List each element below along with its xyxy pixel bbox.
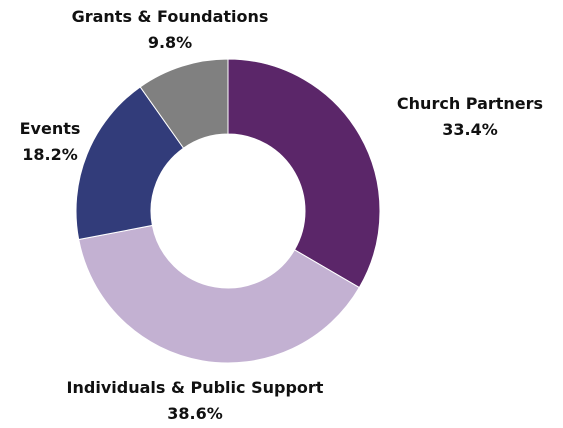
donut-slices xyxy=(75,58,381,364)
slice-church-partners xyxy=(227,58,381,289)
slice-grants-and-foundations xyxy=(139,58,229,149)
slice-label-grants-name: Grants & Foundations xyxy=(72,7,269,26)
slice-label-grants-value: 9.8% xyxy=(148,33,192,52)
slice-label-individuals-value: 38.6% xyxy=(167,404,223,423)
slice-label-events-name: Events xyxy=(20,119,81,138)
slice-label-church-partners-name: Church Partners xyxy=(397,94,543,113)
slice-label-individuals-name: Individuals & Public Support xyxy=(67,378,324,397)
slice-labels: Church Partners 33.4% Individuals & Publ… xyxy=(20,7,543,423)
slice-label-events-value: 18.2% xyxy=(22,145,78,164)
slice-label-church-partners-value: 33.4% xyxy=(442,120,498,139)
slice-individuals-and-public-support xyxy=(78,224,361,364)
